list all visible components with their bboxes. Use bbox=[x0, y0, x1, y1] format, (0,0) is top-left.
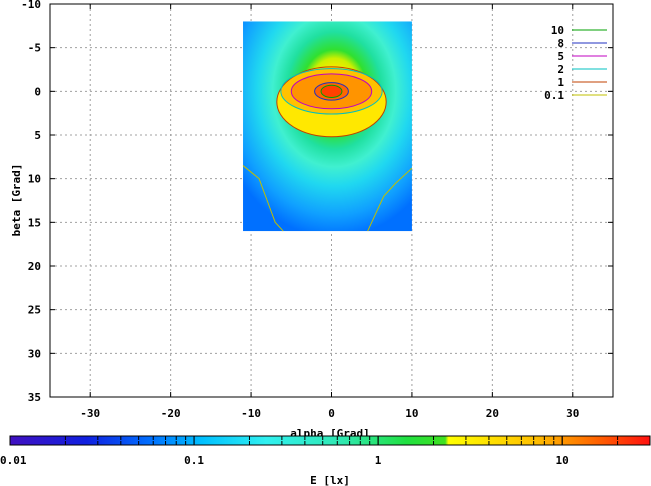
y-tick-label: 20 bbox=[28, 260, 41, 273]
colorbar-tick-label: 0.01 bbox=[0, 454, 27, 467]
contour-fill-10 bbox=[321, 85, 342, 98]
x-tick-label: -20 bbox=[161, 407, 181, 420]
contour-line-1 bbox=[276, 66, 387, 138]
legend-label-2: 2 bbox=[557, 63, 564, 76]
legend-label-0.1: 0.1 bbox=[544, 89, 564, 102]
y-axis-label: beta [Grad] bbox=[10, 164, 23, 237]
contour-lines bbox=[242, 66, 413, 232]
y-tick-label: 0 bbox=[34, 85, 41, 98]
contour-line-10 bbox=[320, 84, 343, 98]
colorbar-tick-label: 1 bbox=[375, 454, 382, 467]
x-tick-label: 0 bbox=[328, 407, 335, 420]
x-tick-label: 30 bbox=[566, 407, 579, 420]
y-tick-label: 25 bbox=[28, 304, 41, 317]
colorbar-tick-label: 0.1 bbox=[184, 454, 204, 467]
y-tick-label: -5 bbox=[28, 42, 41, 55]
legend-label-10: 10 bbox=[551, 24, 564, 37]
y-tick-label: 35 bbox=[28, 391, 41, 404]
x-tick-label: 10 bbox=[405, 407, 418, 420]
contour-line-5 bbox=[290, 73, 373, 110]
y-tick-label: 10 bbox=[28, 173, 41, 186]
contour-line-2 bbox=[280, 68, 383, 115]
contour-line-0.1-right bbox=[367, 167, 413, 232]
legend-label-5: 5 bbox=[557, 50, 564, 63]
colorbar-label: E [lx] bbox=[310, 474, 350, 486]
legend-label-1: 1 bbox=[557, 76, 564, 89]
y-tick-label: -10 bbox=[21, 0, 41, 11]
contour-line-0.1 bbox=[242, 165, 284, 232]
x-tick-label: 20 bbox=[486, 407, 499, 420]
x-axis-ticks: -30 -20 -10 0 10 20 30 bbox=[80, 4, 579, 420]
legend-label-8: 8 bbox=[557, 37, 564, 50]
y-tick-label: 30 bbox=[28, 347, 41, 360]
heatmap-area bbox=[243, 21, 412, 232]
colorbar-ticks: 0.01 0.1 1 10 bbox=[0, 436, 651, 467]
y-tick-label: 5 bbox=[34, 129, 41, 142]
x-tick-label: -30 bbox=[80, 407, 100, 420]
contour-line-8 bbox=[314, 82, 349, 101]
colorbar-tick-label: 10 bbox=[556, 454, 569, 467]
x-tick-label: -10 bbox=[241, 407, 261, 420]
y-tick-label: 15 bbox=[28, 216, 41, 229]
